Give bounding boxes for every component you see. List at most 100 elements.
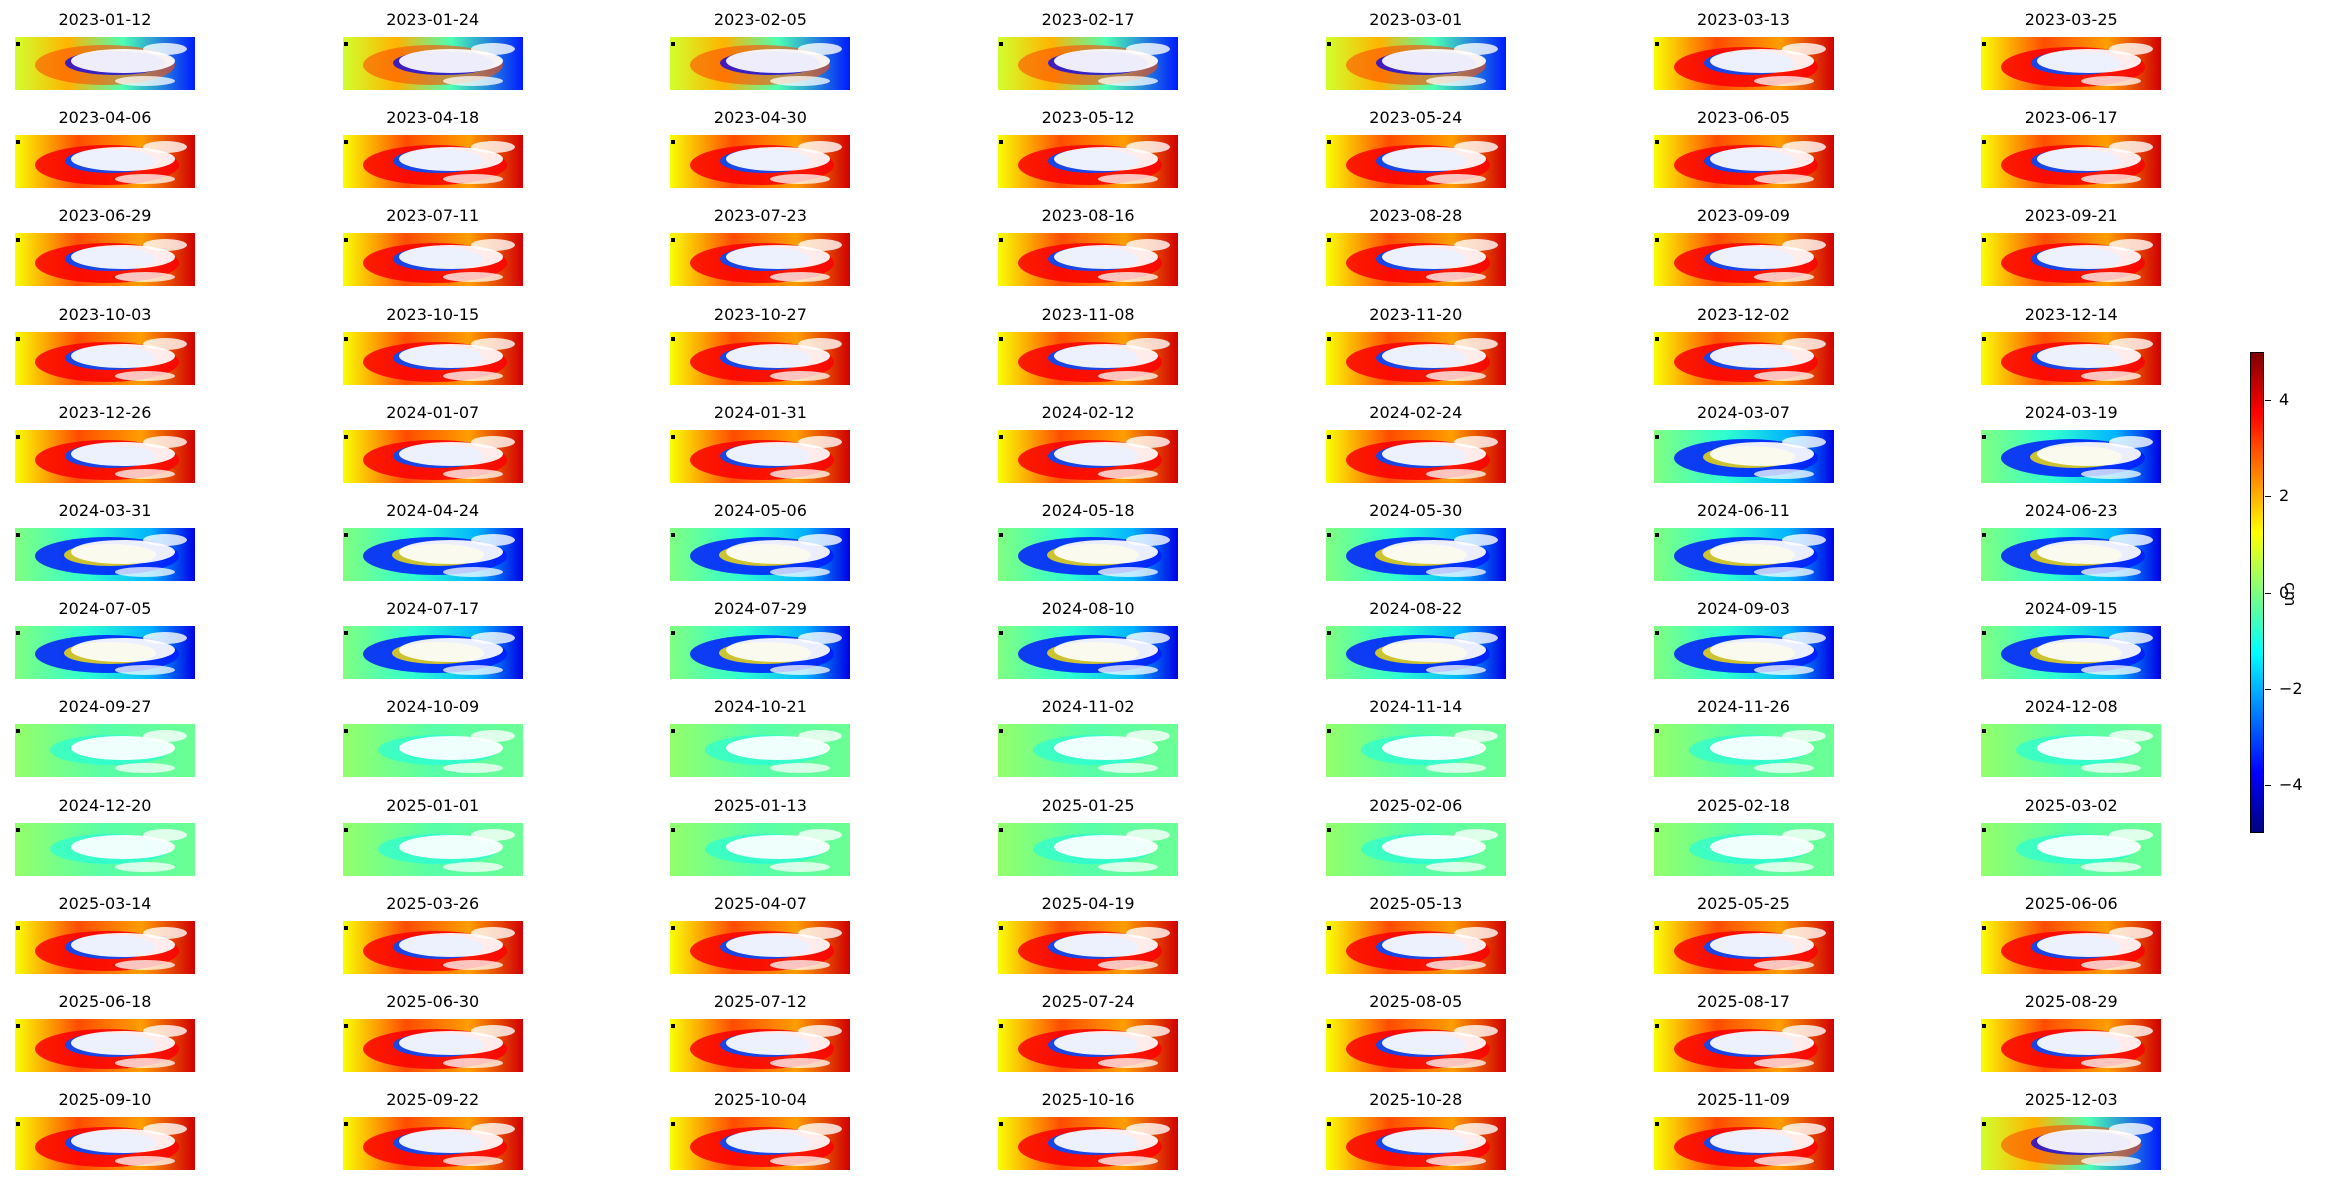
displacement-map [1325, 920, 1506, 974]
reference-point-marker [1326, 925, 1331, 930]
nodata-patch [115, 76, 175, 86]
reference-point-marker [1326, 1122, 1331, 1127]
nodata-patch [115, 665, 175, 676]
nodata-region [1381, 540, 1486, 564]
nodata-region [726, 736, 831, 761]
map-panel: 2025-12-03 [1981, 1091, 2162, 1171]
nodata-patch [1753, 763, 1814, 774]
nodata-patch [1453, 534, 1498, 546]
displacement-map [998, 1117, 1179, 1171]
map-panel: 2023-09-09 [1653, 207, 1834, 287]
nodata-patch [470, 43, 515, 55]
nodata-region [1054, 1129, 1159, 1154]
nodata-patch [1753, 370, 1814, 381]
displacement-map [1653, 331, 1834, 385]
reference-point-marker [343, 42, 348, 46]
nodata-region [398, 1031, 503, 1055]
displacement-map [670, 233, 851, 287]
displacement-map [998, 331, 1179, 385]
displacement-map [342, 626, 523, 680]
reference-point-marker [1982, 729, 1987, 734]
displacement-map [1981, 37, 2162, 90]
nodata-patch [1098, 370, 1159, 381]
nodata-patch [770, 861, 831, 872]
map-panel: 2024-11-02 [998, 698, 1179, 778]
panel-date-label: 2023-02-05 [713, 10, 807, 29]
nodata-patch [798, 141, 843, 154]
panel-date-label: 2023-05-12 [1041, 108, 1135, 128]
displacement-map [1325, 135, 1506, 189]
nodata-patch [1126, 1025, 1171, 1037]
nodata-patch [442, 468, 503, 479]
nodata-patch [115, 959, 175, 970]
nodata-region [1054, 540, 1159, 564]
nodata-patch [2081, 665, 2142, 676]
reference-point-marker [671, 533, 676, 537]
panel-date-label: 2025-05-25 [1697, 893, 1790, 913]
reference-point-marker [343, 434, 348, 439]
colorbar-tick-label: −2 [2279, 679, 2303, 698]
nodata-region [2037, 932, 2142, 957]
map-panel: 2023-12-26 [15, 403, 195, 484]
nodata-patch [1425, 76, 1486, 86]
displacement-map [15, 920, 195, 974]
panel-date-label: 2025-10-28 [1369, 1090, 1463, 1110]
displacement-map [1325, 822, 1506, 876]
reference-point-marker [1654, 336, 1659, 341]
displacement-map [998, 429, 1179, 483]
nodata-patch [442, 174, 503, 185]
nodata-patch [115, 1058, 175, 1068]
displacement-map [998, 135, 1179, 189]
map-panel: 2023-06-05 [1653, 109, 1834, 189]
nodata-patch [1781, 1123, 1826, 1136]
panel-date-label: 2024-05-06 [713, 501, 807, 520]
nodata-patch [770, 174, 831, 185]
nodata-region [71, 638, 175, 663]
reference-point-marker [1326, 434, 1331, 439]
map-panel: 2024-11-26 [1653, 698, 1834, 778]
nodata-patch [470, 435, 515, 448]
nodata-patch [115, 567, 175, 577]
map-panel: 2024-04-24 [342, 502, 523, 582]
reference-point-marker [1982, 140, 1987, 145]
nodata-region [726, 49, 831, 73]
panel-date-label: 2024-06-11 [1697, 501, 1790, 520]
panel-date-label: 2025-09-22 [386, 1090, 480, 1110]
reference-point-marker [671, 140, 676, 145]
panel-date-label: 2024-02-12 [1041, 402, 1135, 422]
reference-point-marker [1326, 42, 1331, 46]
reference-point-marker [1654, 1122, 1659, 1127]
nodata-region [726, 245, 831, 270]
nodata-patch [1098, 763, 1159, 774]
reference-point-marker [343, 533, 348, 537]
nodata-patch [798, 828, 843, 841]
colorbar-tick-mark [2265, 496, 2271, 497]
nodata-patch [2109, 337, 2154, 350]
nodata-patch [798, 435, 843, 448]
reference-point-marker [999, 1024, 1004, 1028]
nodata-patch [1126, 828, 1171, 841]
nodata-patch [1126, 730, 1171, 743]
nodata-patch [1098, 1058, 1159, 1068]
nodata-patch [143, 534, 187, 546]
reference-point-marker [343, 238, 348, 243]
nodata-region [1709, 49, 1814, 73]
panel-date-label: 2024-10-09 [386, 697, 480, 717]
colorbar-tick-mark [2265, 593, 2271, 594]
nodata-patch [798, 43, 843, 55]
reference-point-marker [1326, 238, 1331, 243]
nodata-patch [1425, 272, 1486, 283]
panel-date-label: 2024-03-31 [58, 501, 152, 520]
nodata-region [2037, 540, 2142, 564]
panel-date-label: 2023-06-29 [58, 206, 152, 226]
nodata-region [398, 736, 503, 761]
nodata-patch [2109, 1123, 2154, 1136]
nodata-region [1709, 638, 1814, 663]
panel-date-label: 2025-01-13 [713, 795, 807, 815]
displacement-map [342, 37, 523, 90]
nodata-region [71, 736, 175, 761]
map-panel: 2024-09-27 [15, 698, 195, 778]
nodata-patch [1753, 174, 1814, 185]
nodata-region [398, 441, 503, 466]
displacement-map [1325, 1019, 1506, 1072]
